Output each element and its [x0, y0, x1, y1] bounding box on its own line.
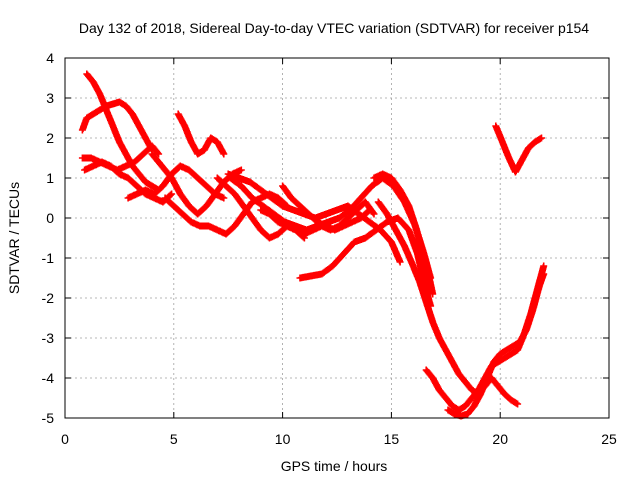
series-t8: [174, 110, 228, 158]
x-tick-label: 20: [492, 431, 508, 447]
chart-title: Day 132 of 2018, Sidereal Day-to-day VTE…: [79, 20, 589, 36]
y-tick-label: -1: [42, 250, 55, 266]
grid: [65, 58, 609, 418]
data-point-markers: [296, 214, 435, 310]
data-point-markers: [370, 170, 437, 298]
y-tick-label: 4: [46, 50, 54, 66]
y-tick-label: -4: [42, 370, 55, 386]
y-tick-label: 2: [46, 130, 54, 146]
series-t15: [370, 170, 437, 298]
series-t18: [444, 270, 548, 420]
series-t2: [83, 70, 163, 194]
y-tick-label: 0: [46, 210, 54, 226]
y-tick-label: 3: [46, 90, 54, 106]
x-tick-label: 0: [61, 431, 69, 447]
x-tick-label: 15: [384, 431, 400, 447]
plot-frame: [64, 57, 610, 419]
series-t16: [374, 198, 522, 408]
y-tick-label: 1: [46, 170, 54, 186]
series-t13: [279, 182, 374, 234]
series-t1: [78, 98, 156, 154]
data-point-markers: [444, 270, 548, 420]
series-t19: [492, 122, 545, 176]
series-t14: [296, 214, 435, 310]
data-point-markers: [174, 110, 228, 158]
data-point-markers: [492, 122, 545, 176]
x-tick-label: 5: [170, 431, 178, 447]
y-tick-label: -2: [42, 290, 55, 306]
data-point-markers: [374, 198, 522, 408]
y-axis-label: SDTVAR / TECUs: [6, 182, 22, 294]
x-axis-label: GPS time / hours: [281, 458, 388, 474]
x-tick-label: 25: [601, 431, 617, 447]
data-point-markers: [78, 98, 156, 154]
y-tick-label: -3: [42, 330, 55, 346]
y-tick-label: -5: [42, 410, 55, 426]
data-points: [78, 70, 548, 420]
data-point-markers: [279, 182, 374, 234]
x-tick-label: 10: [275, 431, 291, 447]
data-point-markers: [83, 70, 163, 194]
